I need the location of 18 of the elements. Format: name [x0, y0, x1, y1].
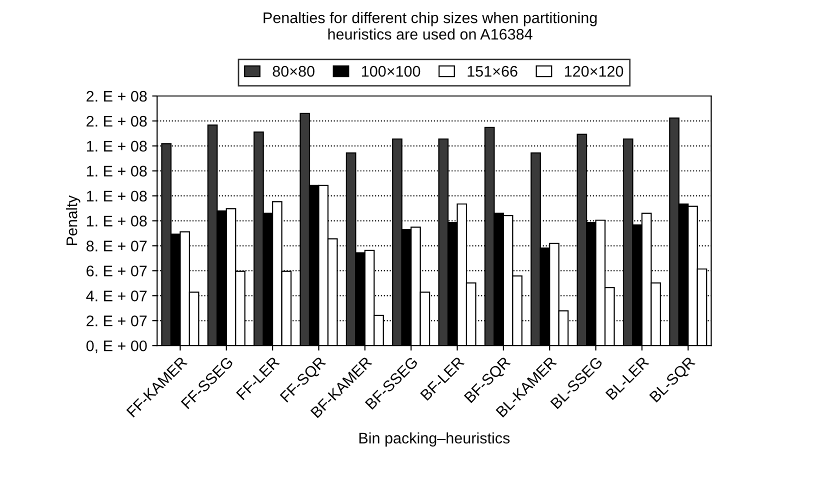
text: 1. E + 08: [86, 140, 147, 152]
y-axis-title: Penalty: [66, 195, 80, 246]
text: 2. E + 07: [86, 316, 147, 326]
legend-label: 80×80: [272, 66, 314, 77]
text: 1. E + 08: [86, 190, 147, 202]
text: 4. E + 07: [86, 290, 147, 302]
text: 1. E + 08: [86, 166, 147, 177]
text: 2. E + 08: [86, 116, 147, 127]
legend-label: 120×120: [564, 66, 624, 77]
chart-title: Penalties for different chip sizes when partitioning heuristics are used on A16384: [264, 12, 597, 40]
text: 1. E + 08: [86, 216, 147, 226]
text: 6. E + 07: [86, 266, 147, 276]
text: 0, E + 00: [86, 340, 147, 354]
text: 8. E + 07: [86, 240, 147, 252]
legend-label: 100×100: [362, 66, 420, 77]
legend-label: 151×66: [468, 66, 518, 77]
text: 2. E + 08: [86, 90, 147, 102]
x-axis-title: Bin packing–heuristics: [359, 432, 510, 447]
